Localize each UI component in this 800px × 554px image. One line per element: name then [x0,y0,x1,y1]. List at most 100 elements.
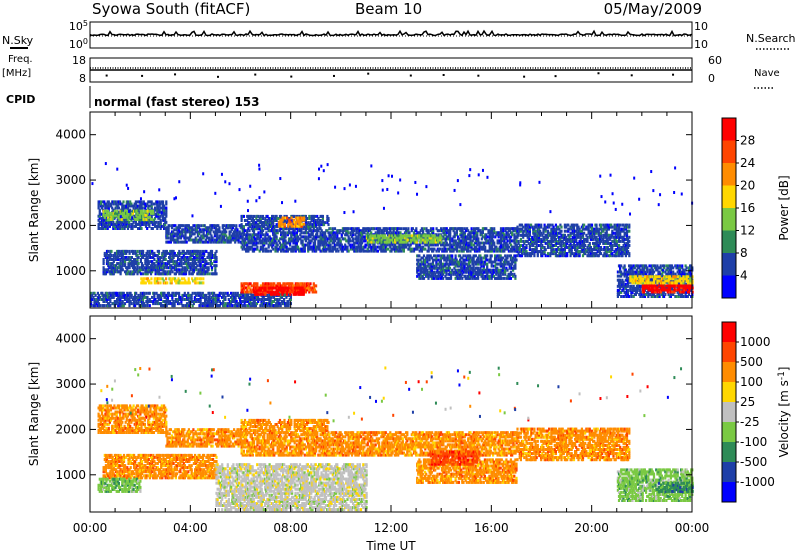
power-cell [108,266,111,270]
power-cell [320,241,323,245]
power-cell [246,243,249,247]
power-cell [192,270,195,274]
power-cell [331,229,334,233]
power-cell [335,249,338,253]
power-cell [102,218,105,222]
power-cell [121,251,124,255]
power-cell [120,266,123,270]
power-cell [316,219,319,222]
power-cell [112,200,115,204]
power-cell [211,238,214,242]
power-cell [226,224,229,228]
power-cell [121,258,124,261]
power-cell [178,232,181,236]
power-cell [325,235,328,239]
power-cell [161,254,164,257]
power-cell [235,236,238,240]
power-cell [130,202,133,206]
power-cell [153,266,156,270]
power-cell [157,251,161,255]
power-cell [159,258,162,261]
power-cell [419,276,422,280]
power-cell [179,224,183,228]
power-cell [218,226,221,230]
power-cell [586,235,589,239]
power-cell [177,226,180,230]
power-cell [156,210,159,214]
nsearch-tick-bottom: 10 [694,38,708,51]
power-cell [480,237,483,241]
power-cell [187,260,190,264]
power-cell [312,245,315,249]
power-cell [205,260,208,264]
power-cell [486,235,489,239]
power-cell [129,256,132,259]
power-cell [97,206,100,210]
power-cell [177,236,180,240]
power-cell [202,236,205,240]
power-cell [498,233,501,237]
power-cell [184,236,187,240]
power-cell [310,229,313,233]
power-cell [326,237,329,241]
power-cell [249,245,252,249]
power-cell [165,232,168,236]
power-cell [113,222,116,226]
power-cell [203,234,206,238]
power-cell [184,232,187,236]
power-cell [121,254,124,257]
power-cell [381,245,384,249]
nave-point [597,72,600,75]
power-cell [173,264,176,268]
power-cell [215,272,218,276]
power-cell [320,237,323,241]
power-cell [153,264,156,268]
power-cell [235,238,238,242]
power-cell [454,260,457,264]
power-cell [112,222,115,226]
power-cell [207,232,210,236]
power-cell [349,233,352,237]
power-cell [176,234,179,238]
power-cell [352,239,355,243]
power-cell [312,221,315,225]
power-cell [105,220,108,224]
power-cell [152,251,155,255]
power-cell [97,222,100,226]
power-cell [482,227,486,231]
power-cell [308,241,311,245]
power-cell [475,247,478,251]
power-cell [182,262,185,266]
power-cell [135,251,138,255]
power-cell [144,220,148,224]
power-cell [463,245,466,249]
power-cell [121,224,124,228]
power-cell [181,251,184,255]
power-cell [327,245,330,249]
power-cell [286,233,289,237]
power-cell [480,233,483,237]
power-cell [354,237,357,241]
power-cell [178,262,181,266]
power-cell [103,218,106,222]
power-cell [599,252,603,256]
power-cell [506,245,509,249]
power-cell [405,229,408,233]
power-cell [338,231,341,235]
power-cell [164,218,167,222]
power-cell [359,243,363,247]
power-cell [407,227,410,231]
power-cell [151,260,154,264]
power-cell [508,237,512,241]
power-cell [110,258,113,261]
power-cell [102,216,105,220]
power-cell [397,241,400,245]
power-cell [105,222,108,226]
power-cell [105,260,109,264]
power-cell [117,202,120,206]
power-cell [194,240,197,244]
power-cell [265,231,268,235]
power-cell [157,208,160,212]
power-cell [258,249,261,253]
power-cell [248,229,251,233]
